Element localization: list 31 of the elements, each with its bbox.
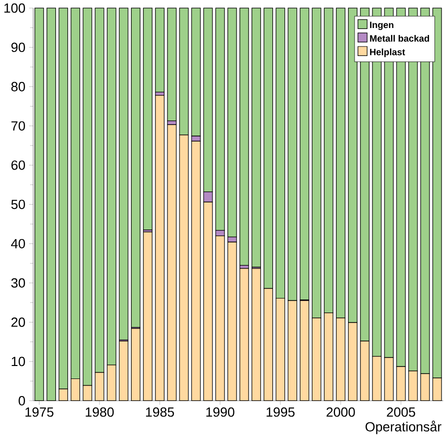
y-tick-label: 10	[12, 356, 25, 366]
bar	[143, 8, 152, 230]
bar	[155, 8, 164, 92]
y-tick-label: 100	[4, 3, 25, 13]
bar	[240, 8, 249, 266]
y-tick-label: 70	[11, 120, 25, 130]
y-tick-label: 60	[11, 160, 25, 170]
legend-label: Helplast	[370, 48, 406, 57]
x-tick-label: 1995	[266, 407, 295, 417]
y-tick-label: 90	[11, 42, 25, 52]
bar	[167, 124, 177, 401]
legend-label: Ingen	[370, 21, 394, 30]
y-tick-label: 20	[11, 317, 25, 327]
y-tick-label: 0	[18, 396, 25, 406]
bar	[143, 231, 152, 401]
x-tick-label: 1985	[146, 407, 174, 417]
x-tick-label: 2000	[326, 407, 355, 417]
x-tick-label: 1980	[86, 407, 114, 417]
x-tick-label: 1990	[206, 407, 234, 417]
bar	[167, 8, 177, 121]
bar	[46, 8, 56, 401]
y-tick-label: 50	[11, 199, 25, 209]
x-tick-label: 1975	[25, 407, 54, 417]
bar	[155, 94, 164, 401]
bar	[240, 268, 249, 401]
y-tick-label: 80	[11, 82, 25, 92]
x-tick-label: 2005	[386, 407, 416, 417]
y-tick-label: 30	[11, 278, 25, 288]
y-tick-label: 40	[11, 238, 25, 248]
legend-label: Metall backad	[370, 34, 430, 42]
x-axis-title: Operationsår	[366, 420, 442, 434]
